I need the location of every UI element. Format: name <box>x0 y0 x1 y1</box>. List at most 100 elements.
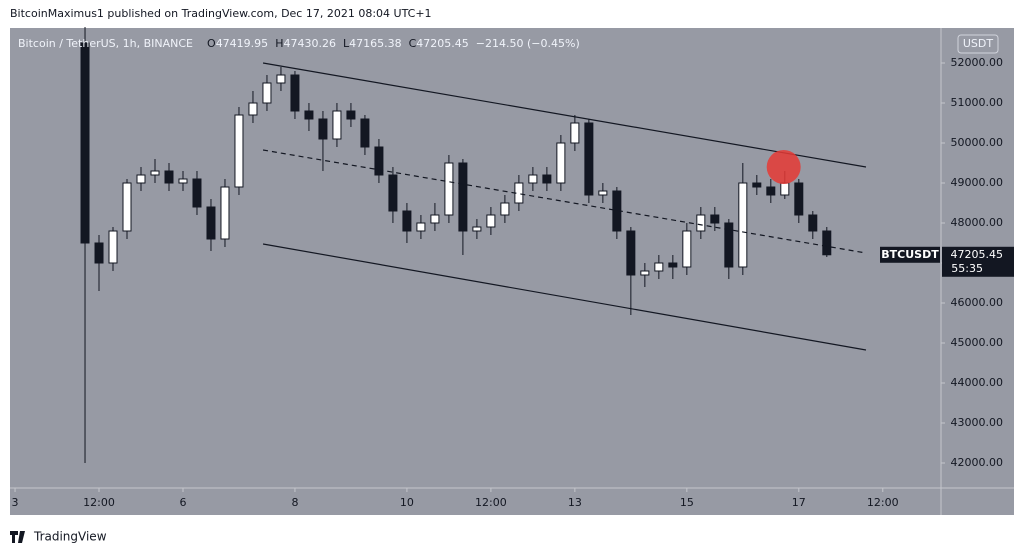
candle-body <box>654 262 664 272</box>
candle-body <box>304 110 314 120</box>
candle-body <box>710 214 720 224</box>
candle-body <box>290 74 300 112</box>
footer-brand: TradingView <box>33 530 107 544</box>
candle-body <box>136 174 146 184</box>
x-tick-label: 12:00 <box>867 496 899 509</box>
y-tick-label: 52000.00 <box>951 56 1004 69</box>
annotation-marker <box>766 150 801 184</box>
chart-background <box>10 28 1014 515</box>
symbol-badge-label: BTCUSDT <box>881 248 939 261</box>
price-badge <box>942 246 1014 277</box>
candle-body <box>94 242 104 264</box>
c-label: C <box>408 37 417 50</box>
candle-body <box>178 178 188 184</box>
candle-body <box>626 230 636 276</box>
candle-body <box>248 102 258 116</box>
y-tick-label: 43000.00 <box>951 416 1004 429</box>
candle-body <box>388 174 398 212</box>
candle-body <box>556 142 566 184</box>
o-value: 47419.95 <box>215 37 269 50</box>
candle-body <box>724 222 734 268</box>
candle-body <box>640 270 650 276</box>
x-tick-label: 12:00 <box>83 496 115 509</box>
ohlc-legend: Bitcoin / TetherUS, 1h, BINANCE O 47419.9… <box>18 37 580 50</box>
candle-body <box>528 174 538 184</box>
candle-body <box>696 214 706 232</box>
candle-body <box>430 214 440 224</box>
candle-body <box>374 146 384 176</box>
y-tick-label: 49000.00 <box>951 176 1004 189</box>
l-value: 47165.38 <box>349 37 402 50</box>
candle-body <box>80 42 90 244</box>
candle-body <box>486 214 496 228</box>
candle-body <box>234 114 244 188</box>
candle-body <box>262 82 272 104</box>
candle-body <box>598 190 608 196</box>
candle-body <box>192 178 202 208</box>
candle-body <box>822 230 832 256</box>
candle-body <box>150 170 160 176</box>
candle-body <box>108 230 118 264</box>
candle-body <box>444 162 454 216</box>
candle-body <box>570 122 580 144</box>
y-tick-label: 50000.00 <box>951 136 1004 149</box>
countdown-label: 55:35 <box>951 262 983 275</box>
candle-body <box>472 226 482 232</box>
y-tick-label: 45000.00 <box>951 336 1004 349</box>
y-tick-label: 46000.00 <box>951 296 1004 309</box>
candle-body <box>794 182 804 216</box>
candle-body <box>766 186 776 196</box>
candle-body <box>752 182 762 188</box>
symbol: Bitcoin / TetherUS, 1h, BINANCE <box>18 37 194 50</box>
candle-body <box>276 74 286 84</box>
h-value: 47430.26 <box>283 37 336 50</box>
x-tick-label: 13 <box>568 496 582 509</box>
h-label: H <box>275 37 284 50</box>
currency-label[interactable]: USDT <box>963 37 994 50</box>
y-tick-label: 48000.00 <box>951 216 1004 229</box>
change: −214.50 (−0.45%) <box>475 37 580 50</box>
trendline <box>262 149 867 254</box>
currency-button[interactable] <box>957 34 999 54</box>
candle-body <box>318 118 328 140</box>
candle-body <box>346 110 356 120</box>
l-label: L <box>342 37 350 50</box>
y-tick-label: 44000.00 <box>951 376 1004 389</box>
candle-body <box>402 210 412 232</box>
candle-body <box>332 110 342 140</box>
o-label: O <box>207 37 216 50</box>
price-badge-label: 47205.45 <box>951 248 1004 261</box>
candle-body <box>458 162 468 232</box>
x-tick-label: 17 <box>792 496 806 509</box>
candle-body <box>682 230 692 268</box>
candle-body <box>500 202 510 216</box>
candle-body <box>668 262 678 268</box>
candle-body <box>584 122 594 196</box>
candle-body <box>206 206 216 240</box>
candle-body <box>220 186 230 240</box>
candle-body <box>808 214 818 232</box>
x-tick-label: 3 <box>12 496 19 509</box>
candle-body <box>416 222 426 232</box>
candle-body <box>360 118 370 148</box>
publisher: BitcoinMaximus1 published on TradingView… <box>10 7 432 20</box>
x-tick-label: 12:00 <box>475 496 507 509</box>
x-tick-label: 8 <box>291 496 298 509</box>
footer-logo <box>10 531 25 543</box>
candle-body <box>738 182 748 268</box>
x-tick-label: 6 <box>179 496 186 509</box>
y-tick-label: 42000.00 <box>951 456 1004 469</box>
c-value: 47205.45 <box>416 37 469 50</box>
trendline <box>262 243 867 351</box>
y-tick-label: 51000.00 <box>951 96 1004 109</box>
x-tick-label: 15 <box>680 496 694 509</box>
candle-body <box>164 170 174 184</box>
candle-body <box>780 182 790 196</box>
candle-body <box>542 174 552 184</box>
candle-body <box>122 182 132 232</box>
trendline <box>262 62 867 168</box>
symbol-badge <box>880 246 940 263</box>
x-tick-label: 10 <box>400 496 414 509</box>
